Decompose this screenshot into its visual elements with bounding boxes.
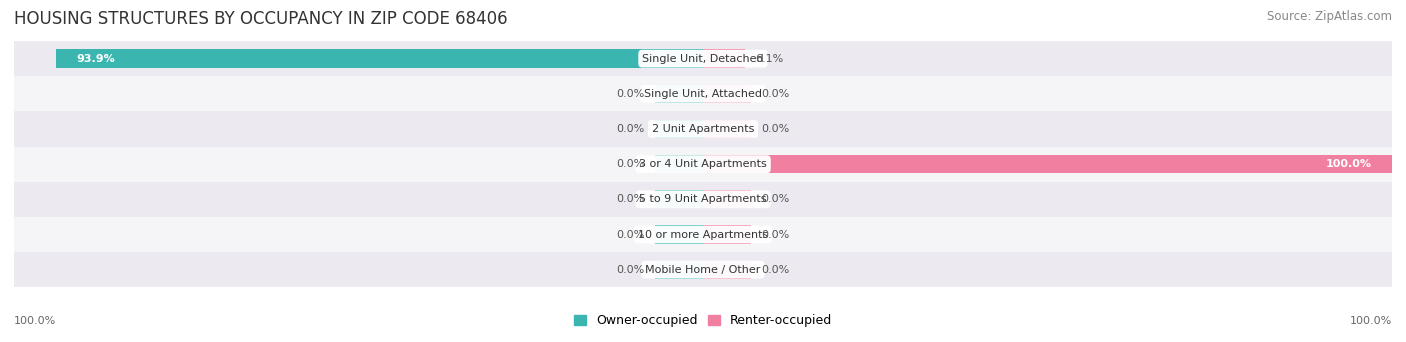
Bar — [14, 217, 1392, 252]
Bar — [703, 155, 1392, 173]
Bar — [14, 147, 1392, 182]
Text: 100.0%: 100.0% — [14, 316, 56, 327]
Text: 0.0%: 0.0% — [616, 89, 644, 99]
Text: Mobile Home / Other: Mobile Home / Other — [645, 265, 761, 275]
Text: 0.0%: 0.0% — [762, 89, 790, 99]
Bar — [655, 190, 703, 209]
Text: 2 Unit Apartments: 2 Unit Apartments — [652, 124, 754, 134]
Text: 6.1%: 6.1% — [755, 54, 783, 64]
Bar — [14, 76, 1392, 111]
Text: 0.0%: 0.0% — [616, 194, 644, 204]
Bar — [14, 111, 1392, 147]
Text: 0.0%: 0.0% — [616, 265, 644, 275]
Bar — [655, 120, 703, 138]
Bar — [703, 261, 751, 279]
Text: Single Unit, Detached: Single Unit, Detached — [643, 54, 763, 64]
Text: Single Unit, Attached: Single Unit, Attached — [644, 89, 762, 99]
Bar — [56, 50, 703, 68]
Bar — [14, 252, 1392, 287]
Text: HOUSING STRUCTURES BY OCCUPANCY IN ZIP CODE 68406: HOUSING STRUCTURES BY OCCUPANCY IN ZIP C… — [14, 10, 508, 28]
Text: 0.0%: 0.0% — [762, 194, 790, 204]
Text: 0.0%: 0.0% — [762, 124, 790, 134]
Text: 3 or 4 Unit Apartments: 3 or 4 Unit Apartments — [640, 159, 766, 169]
Bar — [703, 85, 751, 103]
Text: Source: ZipAtlas.com: Source: ZipAtlas.com — [1267, 10, 1392, 23]
Text: 100.0%: 100.0% — [1350, 316, 1392, 327]
Text: 100.0%: 100.0% — [1326, 159, 1371, 169]
Bar — [655, 85, 703, 103]
Legend: Owner-occupied, Renter-occupied: Owner-occupied, Renter-occupied — [568, 309, 838, 332]
Bar — [655, 225, 703, 244]
Text: 0.0%: 0.0% — [616, 159, 644, 169]
Bar — [703, 120, 751, 138]
Text: 5 to 9 Unit Apartments: 5 to 9 Unit Apartments — [640, 194, 766, 204]
Bar — [703, 190, 751, 209]
Text: 0.0%: 0.0% — [616, 229, 644, 239]
Text: 0.0%: 0.0% — [762, 229, 790, 239]
Bar — [14, 41, 1392, 76]
Text: 0.0%: 0.0% — [616, 124, 644, 134]
Bar — [703, 50, 745, 68]
Text: 0.0%: 0.0% — [762, 265, 790, 275]
Bar — [655, 261, 703, 279]
Text: 10 or more Apartments: 10 or more Apartments — [638, 229, 768, 239]
Bar — [14, 182, 1392, 217]
Text: 93.9%: 93.9% — [77, 54, 115, 64]
Bar — [703, 225, 751, 244]
Bar — [655, 155, 703, 173]
